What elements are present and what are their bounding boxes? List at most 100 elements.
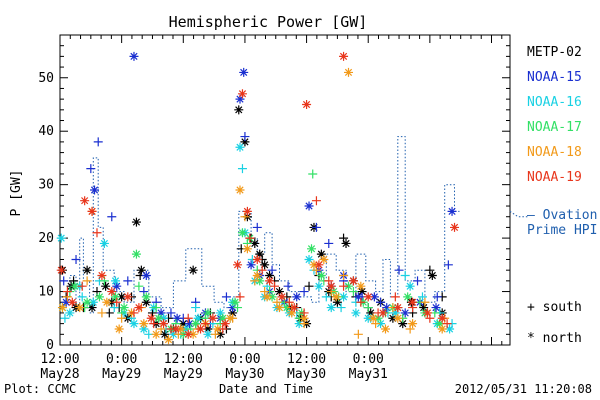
north-marker — [348, 276, 358, 286]
north-marker — [357, 287, 367, 297]
north-marker — [141, 297, 151, 307]
x-tick-date: May29 — [102, 367, 141, 382]
north-marker — [319, 254, 329, 264]
legend-entry-metp-02: METP-02 — [527, 45, 582, 60]
south-marker — [394, 265, 404, 275]
north-marker — [75, 303, 85, 313]
north-marker — [304, 254, 314, 264]
south-marker — [339, 271, 349, 281]
south-marker — [82, 276, 92, 286]
north-marker — [393, 313, 403, 323]
north-marker — [380, 324, 390, 334]
north-marker — [422, 308, 432, 318]
north-marker — [339, 51, 349, 61]
north-marker — [356, 281, 366, 291]
north-marker — [351, 308, 361, 318]
north-marker — [110, 276, 120, 286]
north-marker — [208, 313, 218, 323]
north-marker — [193, 313, 203, 323]
north-marker — [437, 324, 447, 334]
north-marker — [234, 105, 244, 115]
north-marker — [88, 297, 98, 307]
north-marker — [178, 319, 188, 329]
south-marker — [283, 281, 293, 291]
north-marker — [235, 94, 245, 104]
south-marker — [71, 254, 81, 264]
y-tick-label: 30 — [38, 178, 54, 193]
x-tick-date: May28 — [40, 367, 79, 382]
south-marker — [420, 297, 430, 307]
south-marker — [363, 303, 373, 313]
north-marker — [178, 329, 188, 339]
north-marker — [163, 335, 173, 345]
north-marker — [61, 297, 71, 307]
north-marker — [262, 292, 272, 302]
north-marker — [235, 142, 245, 152]
north-marker — [203, 308, 213, 318]
legend: METP-02 NOAA-15 NOAA-16 NOAA-17 NOAA-18 NOAA-… — [509, 45, 597, 346]
north-marker — [131, 249, 141, 259]
x-tick-time: 0:00 — [229, 352, 260, 367]
north-marker — [287, 308, 297, 318]
south-marker — [252, 222, 262, 232]
north-marker — [339, 292, 349, 302]
north-marker — [146, 313, 156, 323]
south-marker — [59, 276, 69, 286]
south-marker — [151, 303, 161, 313]
x-tick-time: 0:00 — [353, 352, 384, 367]
legend-south: + south — [527, 300, 582, 315]
north-marker — [445, 324, 455, 334]
north-marker — [123, 292, 133, 302]
chart-title: Hemispheric Power [GW] — [169, 13, 368, 31]
north-marker — [94, 292, 104, 302]
north-marker — [230, 297, 240, 307]
north-marker — [183, 329, 193, 339]
north-marker — [388, 313, 398, 323]
x-tick-date: May30 — [287, 367, 326, 382]
north-marker — [139, 319, 149, 329]
north-marker — [156, 308, 166, 318]
north-marker — [390, 308, 400, 318]
north-marker — [99, 238, 109, 248]
south-marker — [443, 260, 453, 270]
south-marker — [62, 287, 72, 297]
north-marker — [237, 228, 247, 238]
north-marker — [215, 329, 225, 339]
south-marker — [311, 196, 321, 206]
south-marker — [413, 276, 423, 286]
north-marker — [57, 303, 67, 313]
north-marker — [239, 67, 249, 77]
south-marker — [200, 319, 210, 329]
ovation-label-2: Prime HPI — [527, 223, 597, 238]
north-marker — [181, 324, 191, 334]
north-marker — [255, 276, 265, 286]
north-marker — [450, 222, 460, 232]
north-marker — [398, 319, 408, 329]
north-marker — [400, 308, 410, 318]
north-marker — [107, 287, 117, 297]
north-marker — [363, 292, 373, 302]
north-marker — [172, 313, 182, 323]
south-marker — [299, 308, 309, 318]
south-marker — [191, 303, 201, 313]
south-marker — [267, 265, 277, 275]
south-marker — [270, 281, 280, 291]
y-tick-label: 50 — [38, 71, 54, 86]
south-marker — [117, 313, 127, 323]
north-marker — [294, 319, 304, 329]
south-marker — [183, 313, 193, 323]
north-marker — [196, 324, 206, 334]
north-marker — [82, 297, 92, 307]
y-tick-label: 20 — [38, 231, 54, 246]
north-marker — [151, 329, 161, 339]
north-marker — [184, 319, 194, 329]
north-marker — [326, 281, 336, 291]
north-marker — [316, 271, 326, 281]
north-marker — [141, 292, 151, 302]
north-marker — [435, 319, 445, 329]
north-marker — [56, 233, 66, 243]
x-tick-date: May29 — [164, 367, 203, 382]
south-marker — [311, 222, 321, 232]
north-marker — [240, 137, 250, 147]
